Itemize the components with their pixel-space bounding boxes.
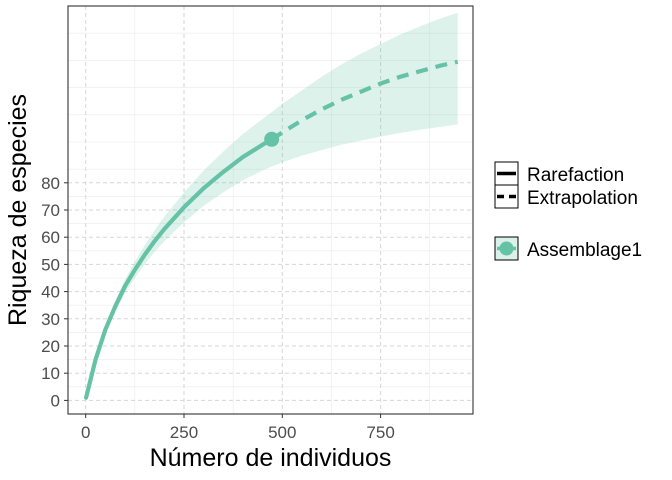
x-tick-label: 250 xyxy=(170,423,198,442)
legend-label-extrapolation: Extrapolation xyxy=(527,188,638,209)
observed-point-layer xyxy=(264,131,280,147)
y-axis-title: Riqueza de especies xyxy=(4,94,32,326)
plot-area xyxy=(67,5,474,415)
observed-sample-point xyxy=(264,131,280,147)
y-tick-label: 70 xyxy=(41,201,60,220)
y-tick-label: 0 xyxy=(51,391,60,410)
y-tick-label: 60 xyxy=(41,228,60,247)
curve-layer xyxy=(83,59,459,400)
y-tick-label: 80 xyxy=(41,174,60,193)
rarefaction-line xyxy=(83,137,274,400)
x-axis-title: Número de individuos xyxy=(150,444,392,472)
x-tick-label: 750 xyxy=(366,423,394,442)
y-tick-label: 30 xyxy=(41,310,60,329)
legend-key-extrapolation xyxy=(494,184,519,209)
y-axis: 0 10 20 30 40 50 60 70 80 xyxy=(41,174,68,410)
x-tick-label: 500 xyxy=(268,423,296,442)
legend-key-rarefaction xyxy=(494,161,519,186)
legend-key-assemblage1 xyxy=(494,236,519,261)
y-tick-label: 40 xyxy=(41,283,60,302)
y-tick-label: 10 xyxy=(41,364,60,383)
extrapolation-line xyxy=(270,59,459,142)
legend-label-assemblage1: Assemblage1 xyxy=(527,240,642,261)
confidence-band xyxy=(86,12,458,398)
x-tick-label: 0 xyxy=(81,423,90,442)
x-axis: 0 250 500 750 xyxy=(81,414,395,442)
legend: Rarefaction Extrapolation Assemblage1 xyxy=(494,161,642,261)
y-tick-label: 50 xyxy=(41,255,60,274)
confidence-band-layer xyxy=(86,12,458,398)
legend-label-rarefaction: Rarefaction xyxy=(527,165,624,186)
y-tick-label: 20 xyxy=(41,337,60,356)
